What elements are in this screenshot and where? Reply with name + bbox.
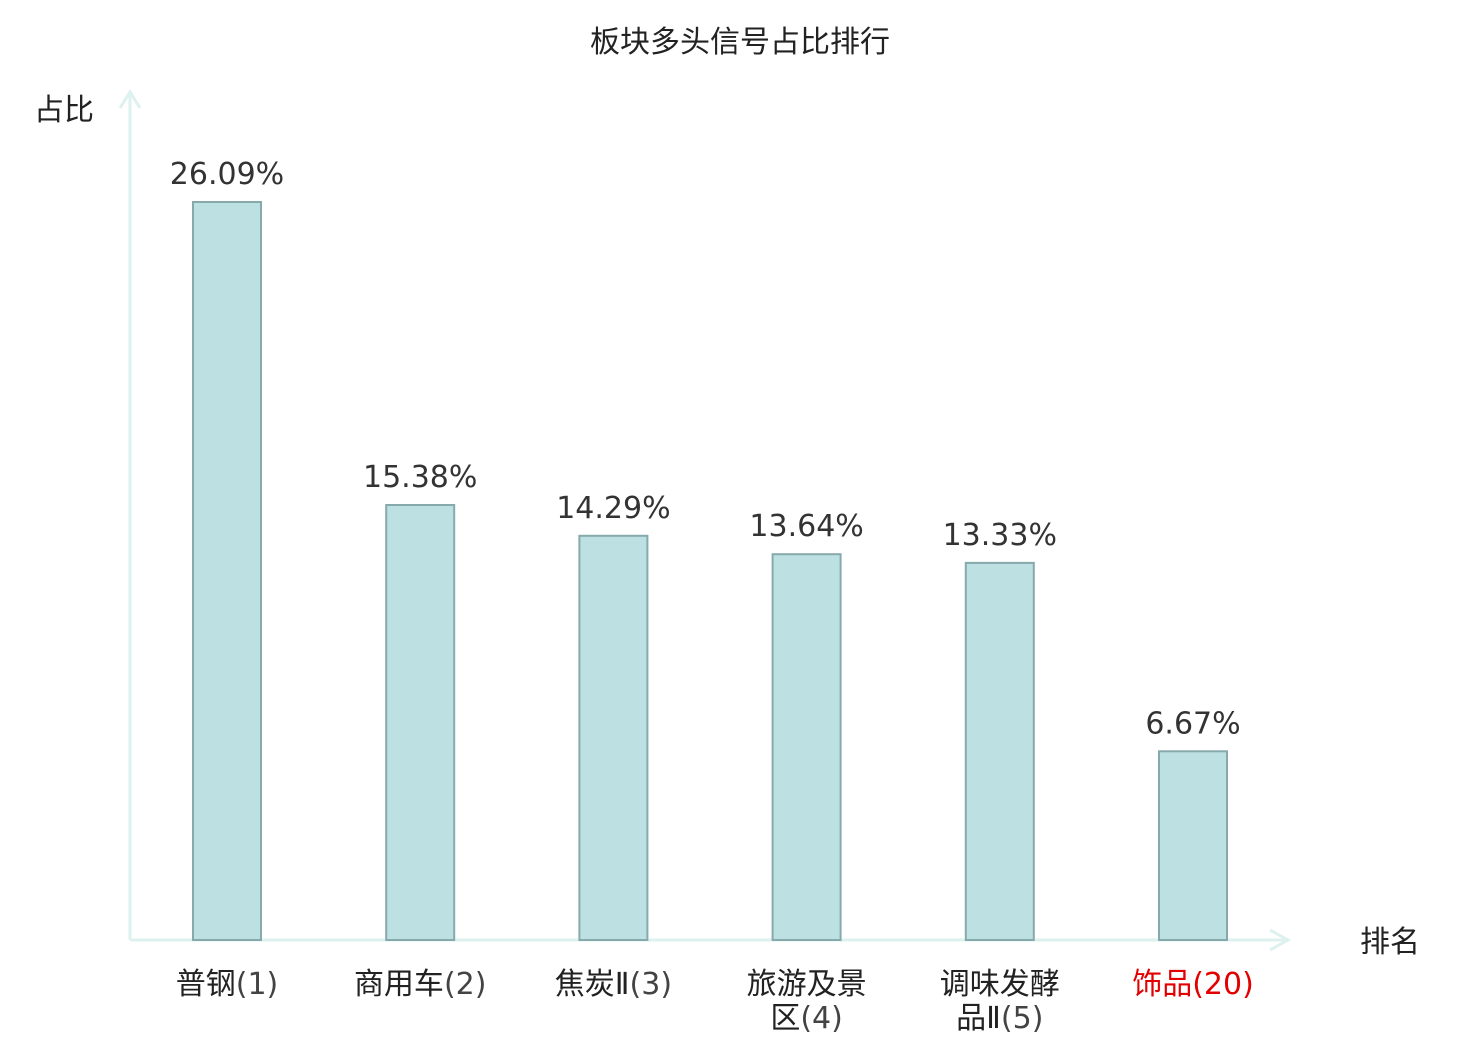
category-label-3: 焦炭Ⅱ(3) — [555, 967, 672, 1002]
x-axis-arrow — [1269, 928, 1292, 952]
category-label-1: 普钢(1) — [176, 967, 279, 1002]
value-label-1: 26.09% — [170, 157, 284, 192]
category-label-4-line-1: 旅游及景 — [747, 967, 867, 1002]
x-axis-title: 排名 — [1360, 925, 1420, 960]
bars-group: 26.09% 普钢(1) 15.38% 商用车(2) 14.29% 焦炭Ⅱ(3) 13.64… — [170, 157, 1254, 1036]
value-label-5: 13.33% — [943, 518, 1057, 553]
bar-3 — [578, 534, 649, 941]
bar-1 — [192, 201, 262, 941]
chart-title: 板块多头信号占比排行 — [590, 25, 890, 60]
y-axis-arrow — [118, 89, 142, 109]
category-rank-4: (4) — [800, 1001, 843, 1036]
value-label-2: 15.38% — [363, 460, 477, 495]
category-rank-3: (3) — [630, 967, 673, 1002]
category-label-5-line-2: 品Ⅱ(5) — [956, 1001, 1043, 1036]
category-label-4-line-2: 区(4) — [770, 1001, 843, 1036]
value-label-4: 13.64% — [749, 509, 863, 544]
bar-4 — [771, 553, 842, 941]
bar-5 — [964, 561, 1035, 942]
category-label-6: 饰品(20) — [1132, 967, 1254, 1002]
y-axis-title: 占比 — [34, 93, 94, 128]
category-rank-5: (5) — [1001, 1001, 1044, 1036]
bar-6 — [1158, 750, 1228, 941]
value-label-3: 14.29% — [556, 491, 670, 526]
value-label-6: 6.67% — [1145, 706, 1240, 741]
bar-2 — [385, 504, 456, 941]
category-rank-2: (2) — [444, 967, 487, 1002]
category-rank-1: (1) — [236, 967, 279, 1002]
category-rank-6: (20) — [1192, 967, 1254, 1002]
category-label-5-line-1: 调味发酵 — [940, 967, 1060, 1002]
category-label-2: 商用车(2) — [354, 967, 487, 1002]
